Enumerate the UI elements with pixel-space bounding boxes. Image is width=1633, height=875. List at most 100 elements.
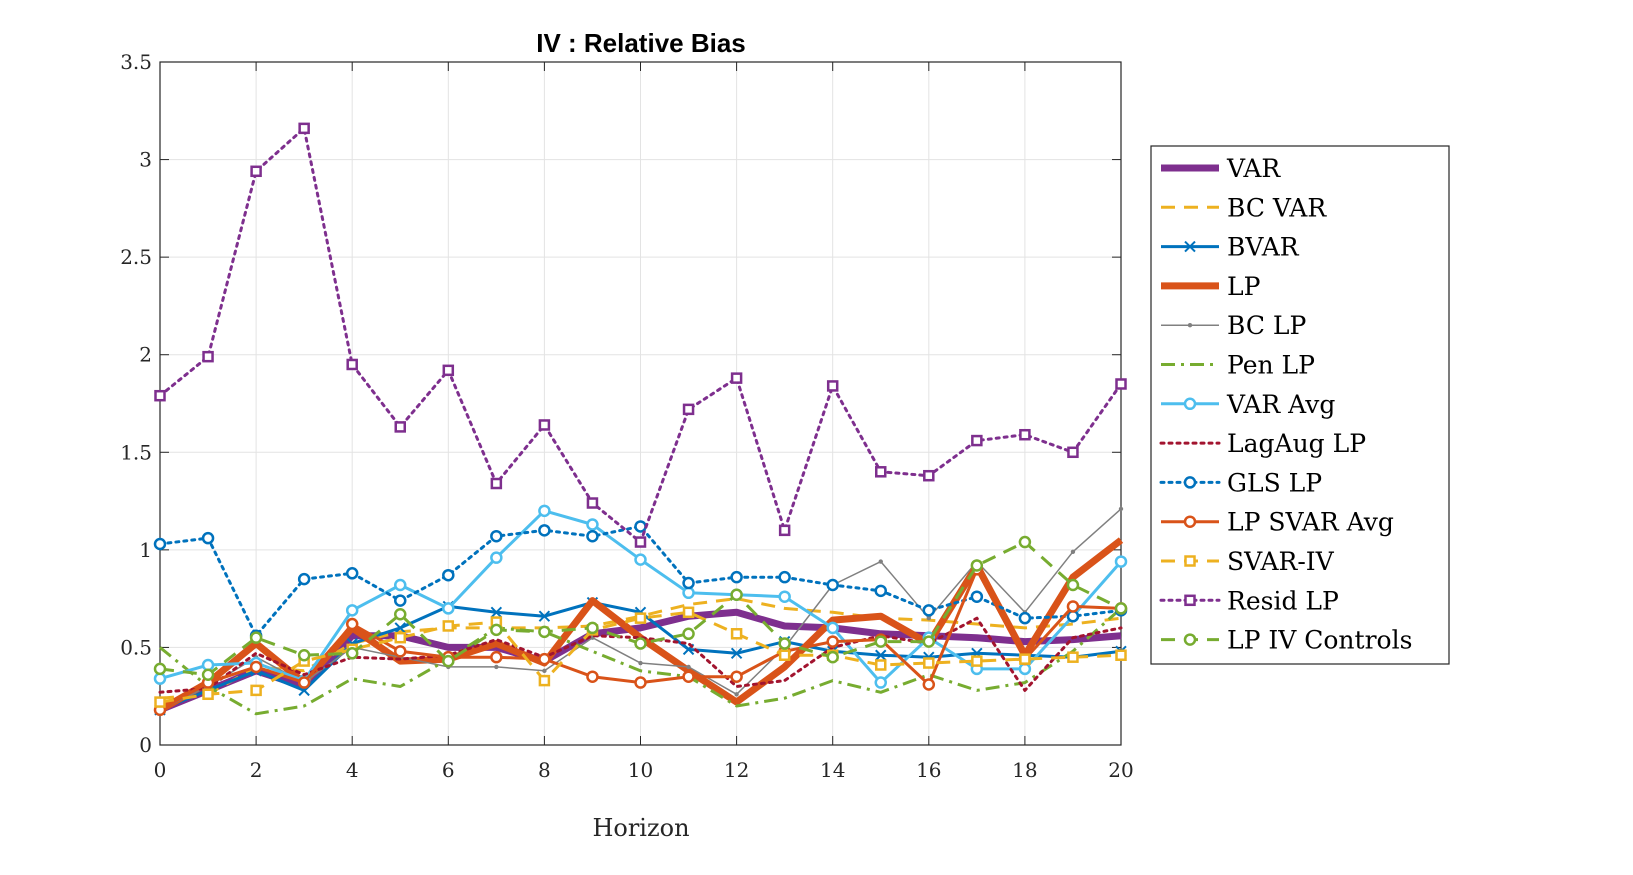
x-tick-label: 14 <box>820 758 845 782</box>
data-point <box>638 660 643 666</box>
legend-item: LP IV Controls <box>1161 626 1412 655</box>
data-point <box>826 635 839 648</box>
x-tick-label: 8 <box>538 758 551 782</box>
legend-label: VAR Avg <box>1226 390 1335 419</box>
data-point <box>778 524 791 537</box>
data-point <box>201 668 215 681</box>
data-point <box>297 572 311 586</box>
data-point <box>970 559 984 572</box>
series-pen-lp <box>159 607 1122 716</box>
data-point <box>778 590 791 603</box>
data-point <box>730 570 743 584</box>
data-point <box>1067 651 1079 663</box>
legend-marker <box>1184 594 1196 607</box>
data-point <box>1066 600 1080 613</box>
data-point <box>923 469 935 482</box>
data-point <box>442 602 455 615</box>
legend-item: VAR <box>1161 154 1281 183</box>
data-point <box>778 649 791 661</box>
series-resid-lp <box>154 122 1127 548</box>
y-tick-label: 2.5 <box>120 245 152 269</box>
x-tick-label: 18 <box>1012 758 1037 782</box>
legend-marker <box>1183 515 1197 528</box>
data-point <box>153 662 167 676</box>
data-point <box>442 568 455 582</box>
data-point <box>922 678 936 691</box>
data-point <box>586 518 599 531</box>
legend-label: BC LP <box>1227 311 1306 340</box>
data-point <box>778 637 791 650</box>
data-point <box>1018 611 1032 625</box>
legend-label: Pen LP <box>1227 351 1315 380</box>
data-point <box>538 674 551 687</box>
data-point <box>249 631 263 644</box>
y-tick-label: 0 <box>139 733 152 757</box>
data-point <box>730 670 743 683</box>
legend-marker <box>1183 397 1197 411</box>
series-lagaug-lp <box>158 616 1123 694</box>
data-point <box>1066 578 1080 592</box>
legend-marker <box>1187 323 1193 328</box>
legend-marker <box>1183 633 1197 646</box>
legend-item: BVAR <box>1161 233 1300 262</box>
data-point <box>442 654 455 668</box>
x-tick-label: 10 <box>628 758 653 782</box>
legend-item: LP SVAR Avg <box>1161 508 1394 537</box>
x-tick-label: 12 <box>724 758 749 782</box>
data-point <box>875 659 887 671</box>
x-tick-label: 20 <box>1108 758 1133 782</box>
data-point <box>874 676 887 689</box>
legend-item: SVAR-IV <box>1161 547 1335 576</box>
data-point <box>538 504 551 518</box>
data-point <box>826 621 839 635</box>
legend-item: LP <box>1161 272 1260 301</box>
data-point <box>490 529 503 543</box>
data-point <box>634 553 647 566</box>
data-point <box>1070 549 1076 555</box>
data-point <box>1019 428 1031 441</box>
data-point <box>490 650 503 664</box>
data-point <box>442 620 455 632</box>
data-point <box>1114 555 1128 568</box>
data-point <box>923 657 935 669</box>
data-point <box>634 520 647 533</box>
y-tick-label: 0.5 <box>120 635 152 659</box>
data-point <box>875 649 887 661</box>
data-point <box>394 421 406 433</box>
data-point <box>730 628 743 640</box>
data-point <box>922 635 936 648</box>
legend-item: BC VAR <box>1161 193 1327 222</box>
data-point <box>490 551 503 564</box>
data-point <box>538 419 551 431</box>
series-line <box>158 524 1123 638</box>
data-point <box>442 364 455 377</box>
legend-label: LagAug LP <box>1227 429 1366 458</box>
data-point <box>490 477 503 490</box>
y-tick-label: 2 <box>139 343 152 367</box>
x-tick-label: 4 <box>346 758 359 782</box>
legend-item: Resid LP <box>1159 586 1339 615</box>
data-point <box>826 380 839 392</box>
data-point <box>1066 609 1080 623</box>
data-point <box>538 652 551 666</box>
data-point <box>730 647 743 659</box>
legend-label: GLS LP <box>1227 468 1322 497</box>
data-point <box>826 650 839 664</box>
legend-label: VAR <box>1226 154 1281 183</box>
data-point <box>686 664 691 670</box>
x-tick-label: 2 <box>250 758 263 782</box>
data-point <box>538 524 551 537</box>
legend-item: LagAug LP <box>1159 429 1366 458</box>
data-point <box>1115 378 1127 390</box>
data-point <box>297 648 311 662</box>
data-point <box>250 165 262 178</box>
data-point <box>250 684 262 697</box>
data-point <box>394 631 406 644</box>
data-point <box>682 586 695 600</box>
data-point <box>538 610 551 622</box>
legend-label: Resid LP <box>1227 586 1339 615</box>
series-lp-iv-controls <box>153 535 1128 681</box>
data-point <box>494 664 499 670</box>
data-point <box>1118 506 1124 512</box>
